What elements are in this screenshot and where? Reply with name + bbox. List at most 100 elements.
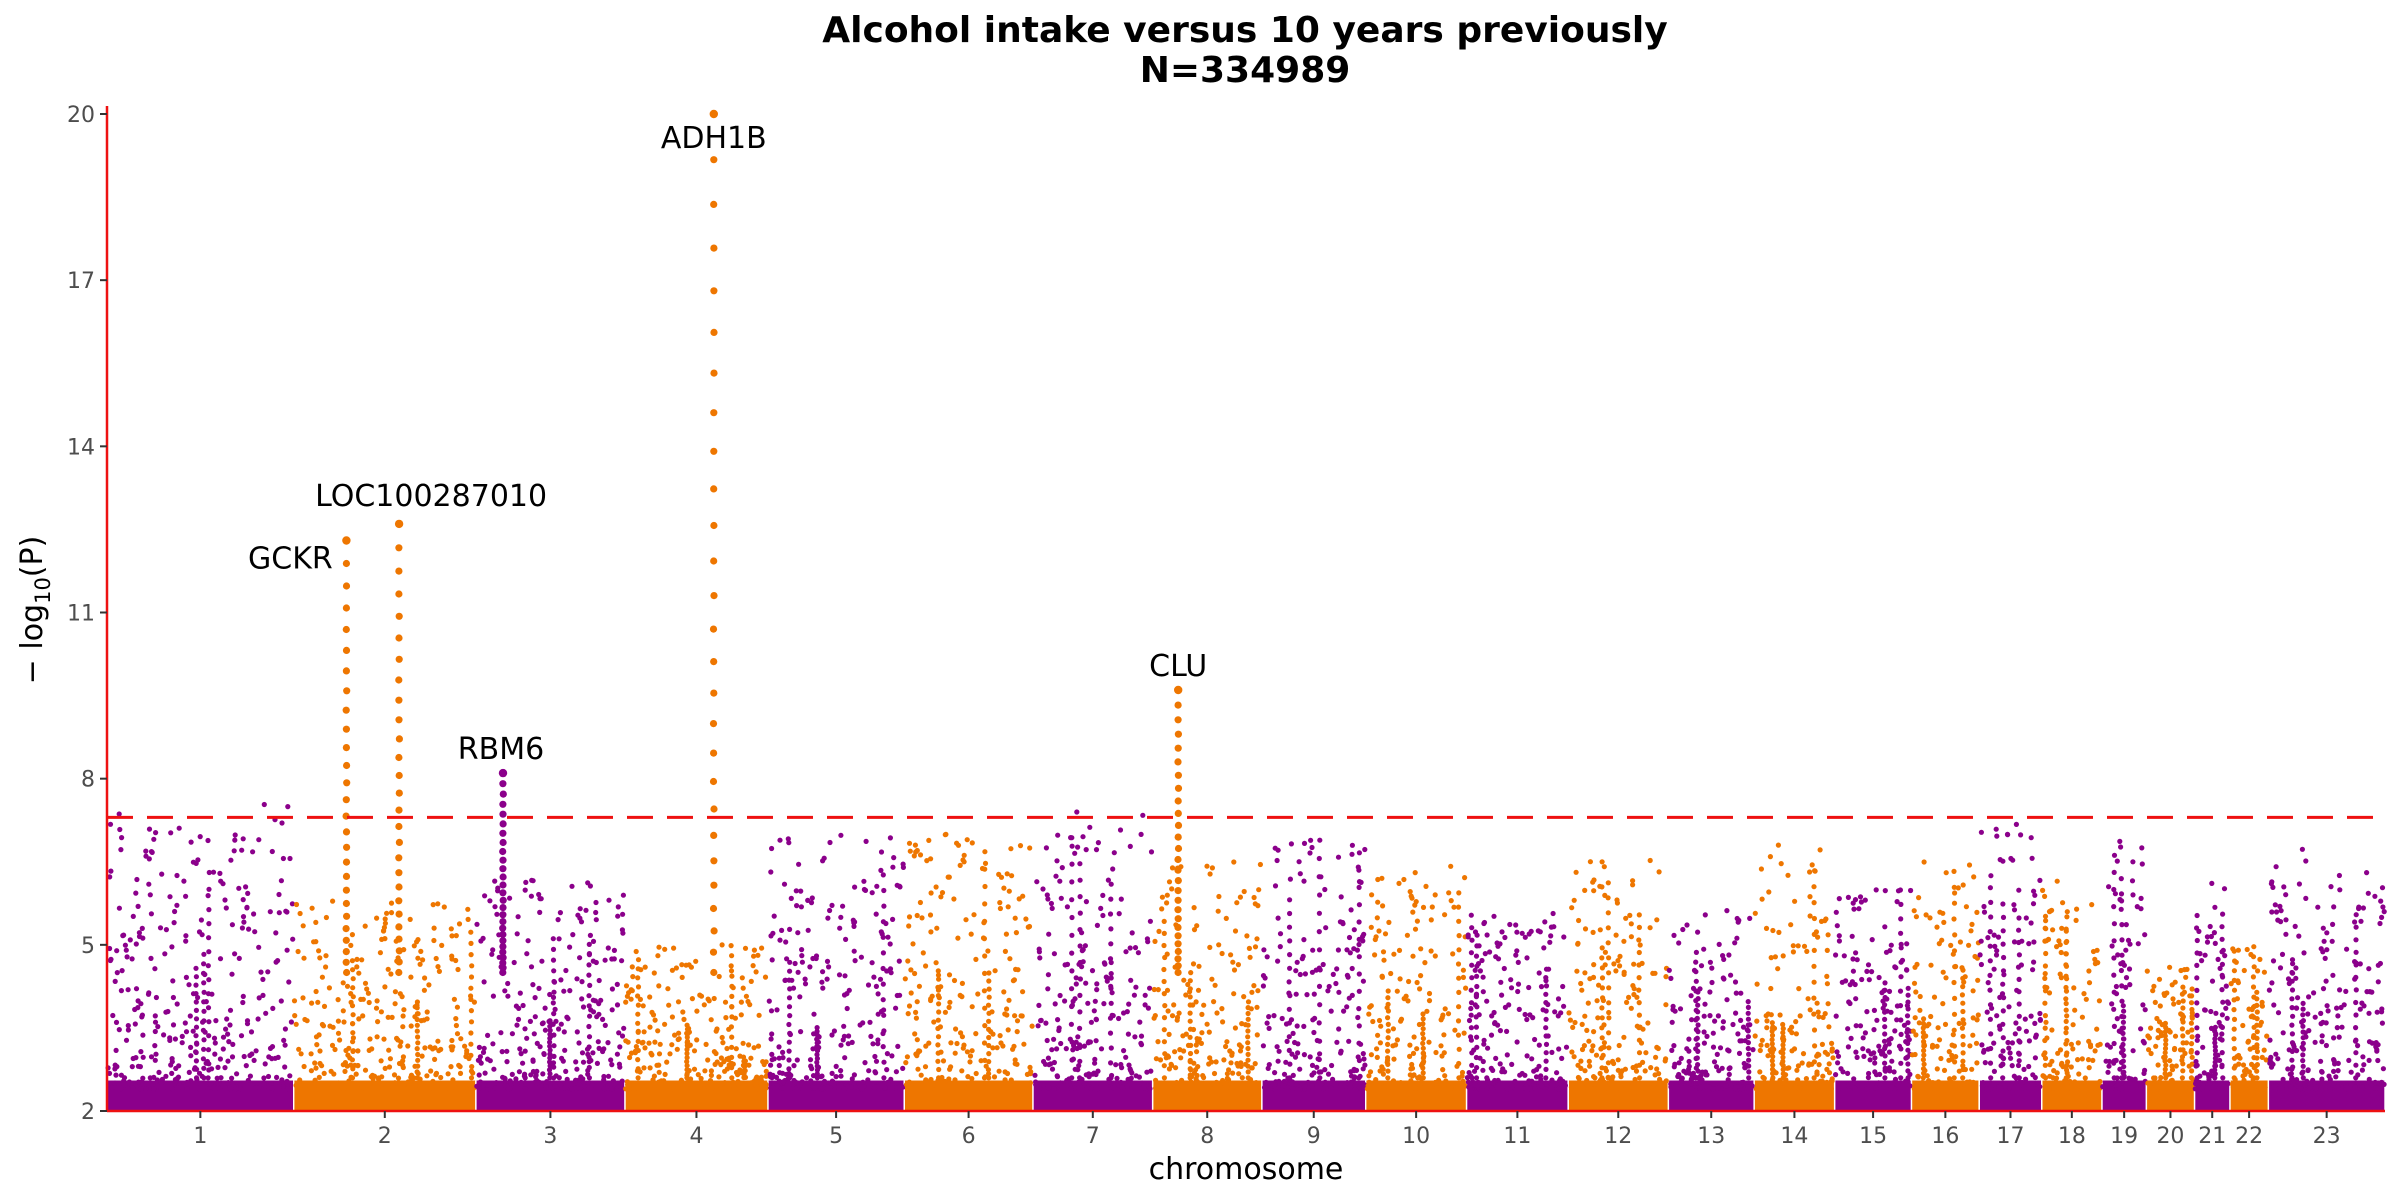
snp-point	[1509, 1083, 1515, 1089]
snp-point	[1412, 870, 1418, 876]
snp-point	[200, 970, 207, 976]
snp-point	[1812, 1085, 1818, 1091]
snp-point	[1919, 1079, 1925, 1086]
snp-point	[1346, 934, 1353, 941]
snp-point	[811, 1011, 817, 1017]
snp-point	[570, 932, 576, 938]
snp-point	[1709, 965, 1715, 971]
snp-point	[881, 1007, 887, 1013]
snp-point	[172, 1036, 178, 1042]
snp-point	[1407, 1053, 1413, 1059]
snp-point	[802, 976, 808, 982]
snp-point	[1788, 922, 1794, 928]
snp-point	[1845, 1070, 1851, 1076]
snp-point	[960, 1082, 966, 1089]
snp-point	[1183, 1031, 1189, 1037]
snp-point	[1316, 965, 1322, 971]
snp-point	[1987, 1002, 1994, 1008]
snp-point	[820, 985, 826, 991]
snp-point	[1445, 1081, 1451, 1087]
snp-point	[1101, 1001, 1107, 1007]
snp-point	[552, 1083, 559, 1089]
snp-point	[2006, 1045, 2012, 1051]
snp-point	[927, 912, 934, 918]
snp-point	[455, 966, 461, 973]
snp-point	[1385, 1001, 1391, 1007]
snp-point	[1408, 893, 1414, 899]
snp-point	[307, 1083, 313, 1089]
snp-point	[1480, 1058, 1486, 1065]
snp-point	[1769, 1020, 1775, 1026]
snp-point	[1860, 1035, 1866, 1041]
snp-point	[152, 1057, 158, 1063]
snp-point	[108, 868, 114, 874]
snp-point	[838, 914, 844, 920]
snp-point	[896, 958, 902, 964]
snp-point	[518, 1079, 524, 1085]
snp-point	[1764, 1025, 1770, 1031]
snp-point	[547, 1071, 553, 1077]
snp-point	[733, 1069, 740, 1076]
snp-point	[1628, 921, 1634, 927]
snp-point	[1155, 1039, 1161, 1045]
snp-point	[1133, 1073, 1139, 1079]
snp-point	[970, 1080, 976, 1086]
snp-point	[1640, 1026, 1646, 1032]
snp-point	[493, 1085, 499, 1091]
snp-point	[494, 911, 500, 917]
snp-point	[377, 950, 383, 956]
snp-point	[1882, 888, 1888, 894]
snp-point	[1207, 944, 1213, 951]
snp-point	[2173, 1063, 2179, 1069]
snp-point	[1465, 934, 1471, 940]
snp-point	[1834, 923, 1840, 929]
snp-point	[206, 949, 212, 955]
snp-point	[887, 835, 894, 841]
snp-point	[2016, 989, 2022, 995]
snp-point	[1334, 1039, 1340, 1045]
snp-point	[1092, 1056, 1098, 1062]
snp-point	[335, 1018, 341, 1024]
snp-point	[841, 1023, 847, 1029]
snp-point	[1356, 1006, 1362, 1012]
snp-point	[2088, 1044, 2094, 1050]
snp-point	[1157, 1057, 1164, 1063]
snp-point	[550, 946, 557, 953]
snp-point	[528, 964, 535, 970]
snp-point	[2085, 1057, 2092, 1063]
snp-point	[1921, 1039, 1927, 1045]
snp-point	[2219, 936, 2225, 942]
snp-point	[331, 1071, 337, 1077]
snp-point	[463, 1053, 469, 1060]
snp-point	[986, 986, 992, 992]
snp-point	[541, 1051, 547, 1057]
snp-point	[787, 959, 793, 965]
snp-point	[1763, 925, 1770, 932]
snp-point	[1056, 1027, 1062, 1034]
snp-point	[1314, 1064, 1320, 1070]
snp-point	[240, 836, 246, 842]
snp-point	[1680, 926, 1686, 933]
snp-point	[1133, 984, 1139, 990]
snp-point	[627, 1054, 633, 1061]
snp-point	[941, 1085, 947, 1091]
snp-point	[1959, 1025, 1965, 1031]
snp-point	[1108, 881, 1114, 887]
snp-point	[586, 972, 592, 978]
snp-point	[742, 945, 749, 951]
snp-point	[986, 1071, 992, 1077]
snp-point	[468, 1019, 475, 1025]
snp-point	[1440, 1067, 1446, 1073]
snp-point	[167, 894, 173, 900]
snp-point	[1479, 957, 1485, 964]
snp-point	[1926, 1078, 1932, 1084]
snp-point	[1928, 1086, 1934, 1092]
snp-point	[1266, 1025, 1272, 1031]
snp-point	[1582, 970, 1588, 976]
snp-point	[633, 948, 639, 955]
snp-point	[1599, 1055, 1605, 1061]
snp-point	[1769, 1058, 1775, 1064]
snp-point	[125, 1023, 131, 1029]
snp-point	[1442, 912, 1448, 918]
snp-point	[1073, 981, 1079, 987]
